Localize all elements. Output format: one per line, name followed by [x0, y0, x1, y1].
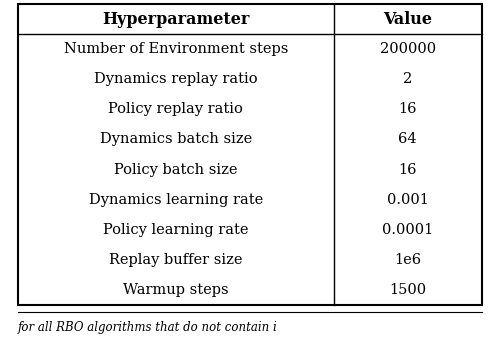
- Text: Number of Environment steps: Number of Environment steps: [64, 42, 288, 56]
- Text: Hyperparameter: Hyperparameter: [102, 11, 250, 28]
- Text: Dynamics replay ratio: Dynamics replay ratio: [94, 72, 258, 86]
- Text: 200000: 200000: [380, 42, 436, 56]
- Text: 16: 16: [398, 163, 417, 176]
- Bar: [18, 4, 482, 305]
- Text: 64: 64: [398, 132, 417, 147]
- Text: 1500: 1500: [389, 283, 426, 297]
- Text: Policy batch size: Policy batch size: [114, 163, 238, 176]
- Text: Policy learning rate: Policy learning rate: [103, 223, 249, 237]
- Text: for all RBO algorithms that do not contain i: for all RBO algorithms that do not conta…: [18, 322, 278, 334]
- Text: Policy replay ratio: Policy replay ratio: [108, 103, 243, 116]
- Text: Dynamics batch size: Dynamics batch size: [100, 132, 252, 147]
- Text: Dynamics learning rate: Dynamics learning rate: [88, 193, 263, 207]
- Text: Value: Value: [384, 11, 432, 28]
- Text: 2: 2: [403, 72, 412, 86]
- Text: Warmup steps: Warmup steps: [123, 283, 228, 297]
- Text: 1e6: 1e6: [394, 253, 421, 267]
- Text: 16: 16: [398, 103, 417, 116]
- Text: 0.0001: 0.0001: [382, 223, 434, 237]
- Text: Replay buffer size: Replay buffer size: [109, 253, 242, 267]
- Text: 0.001: 0.001: [387, 193, 428, 207]
